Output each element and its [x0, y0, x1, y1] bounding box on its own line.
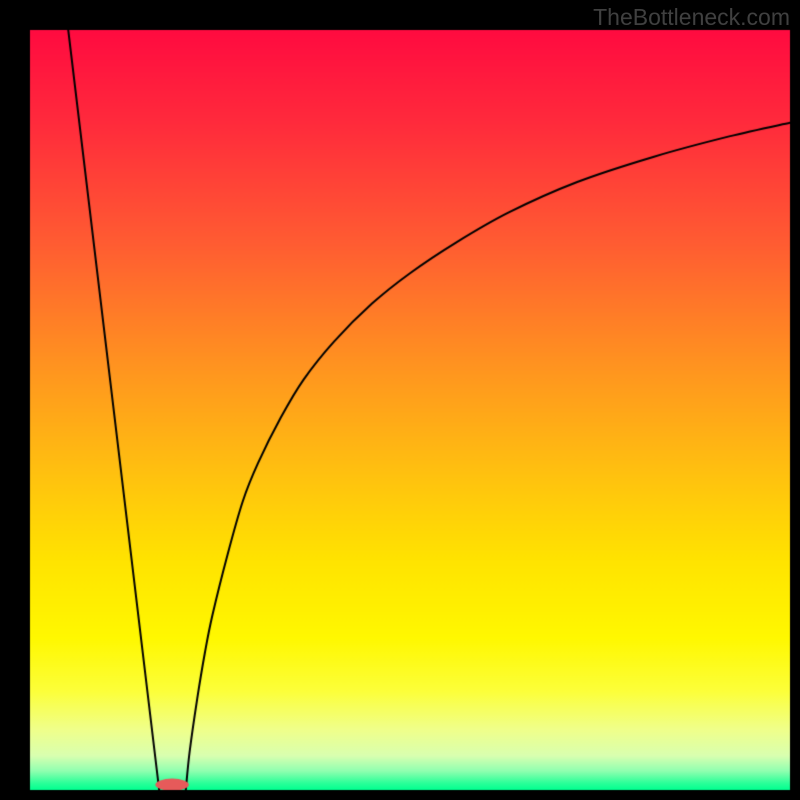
watermark-text: TheBottleneck.com	[593, 4, 790, 31]
bottleneck-chart	[0, 0, 800, 800]
